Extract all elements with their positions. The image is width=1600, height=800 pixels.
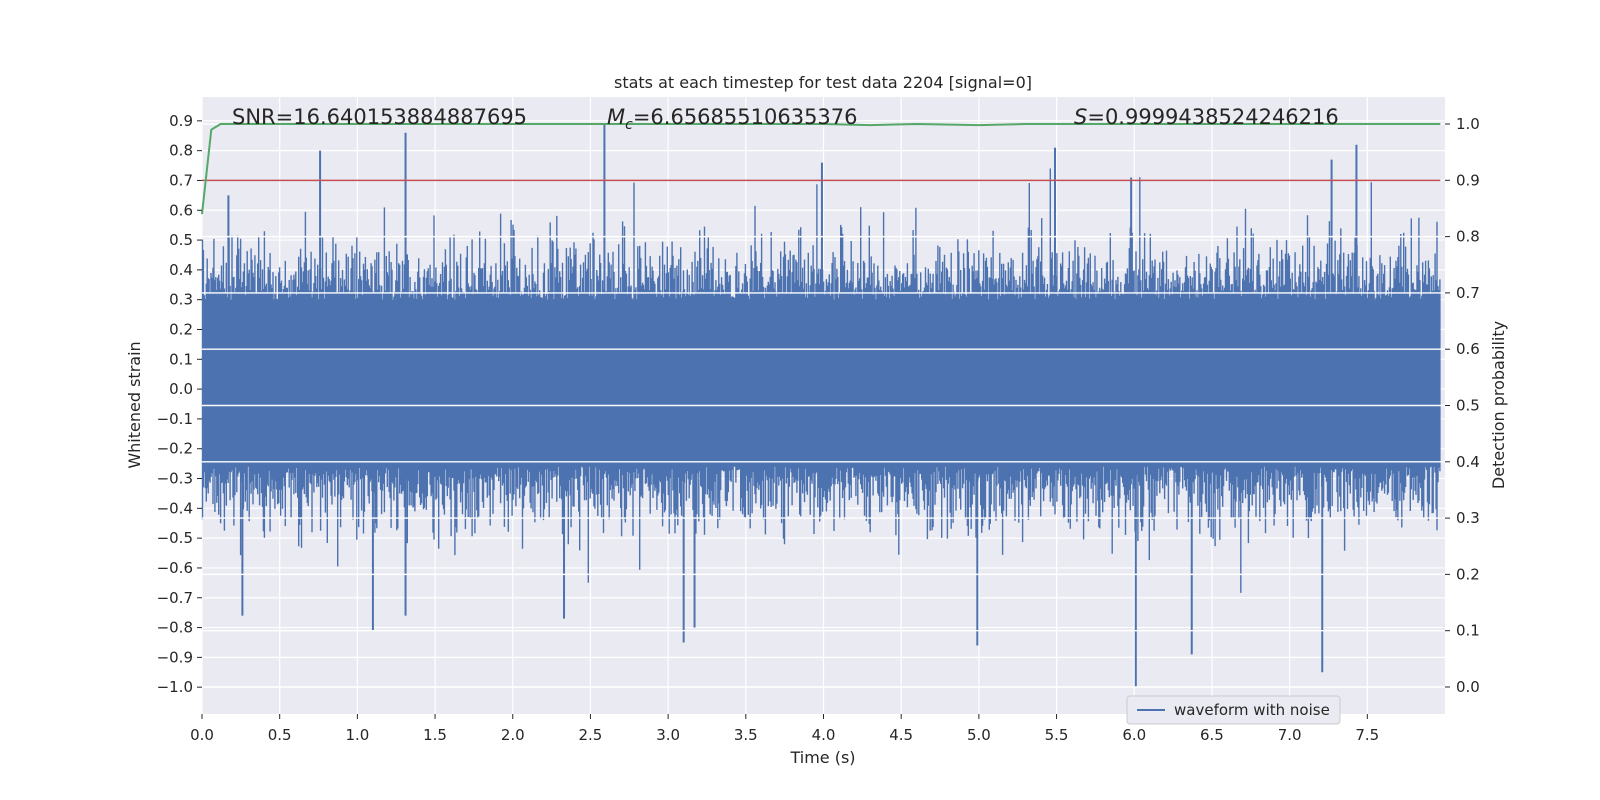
x-tick-label: 3.5 xyxy=(734,726,758,744)
y-right-tick-label: 0.5 xyxy=(1456,397,1480,415)
y-left-axis-label: Whitened strain xyxy=(125,341,144,468)
chirp-mass-symbol: M xyxy=(607,105,625,129)
y-right-tick-label: 0.7 xyxy=(1456,284,1480,302)
y-left-tick-label: 0.1 xyxy=(169,350,193,368)
y-right-tick-label: 0.1 xyxy=(1456,622,1480,640)
y-left-tick-label: −0.9 xyxy=(157,648,193,666)
x-tick-label: 0.5 xyxy=(268,726,292,744)
x-tick-label: 0.0 xyxy=(190,726,214,744)
x-tick-label: 7.0 xyxy=(1278,726,1302,744)
chirp-mass-value: =6.65685510635376 xyxy=(633,105,858,129)
y-right-axis-ticks: 1.0 0.9 0.8 0.7 0.6 0.5 0.4 0.3 0.2 0.1 0.0 xyxy=(1445,115,1480,696)
y-right-tick-label: 0.6 xyxy=(1456,340,1480,358)
x-tick-label: 2.5 xyxy=(579,726,603,744)
y-right-tick-label: 0.4 xyxy=(1456,453,1480,471)
y-left-tick-label: −0.1 xyxy=(157,410,193,428)
y-left-tick-label: 0.9 xyxy=(169,112,193,130)
y-left-tick-label: 0.7 xyxy=(169,171,193,189)
y-left-tick-label: 0.4 xyxy=(169,261,193,279)
x-axis-label: Time (s) xyxy=(789,748,855,767)
y-right-tick-label: 0.8 xyxy=(1456,228,1480,246)
y-left-tick-label: 0.0 xyxy=(169,380,193,398)
y-right-tick-label: 0.2 xyxy=(1456,565,1480,583)
y-left-tick-label: 0.5 xyxy=(169,231,193,249)
y-left-tick-label: −0.5 xyxy=(157,529,193,547)
x-tick-label: 1.5 xyxy=(423,726,447,744)
s-annotation: S=0.9999438524246216 xyxy=(1074,105,1339,129)
y-right-tick-label: 1.0 xyxy=(1456,115,1480,133)
y-left-tick-label: −0.3 xyxy=(157,470,193,488)
chirp-mass-annotation: Mc=6.65685510635376 xyxy=(607,105,858,133)
y-left-tick-label: 0.6 xyxy=(169,201,193,219)
waveform-with-noise-series xyxy=(201,123,1441,688)
y-left-tick-label: 0.8 xyxy=(169,142,193,160)
y-left-axis-ticks: 0.9 0.8 0.7 0.6 0.5 0.4 0.3 0.2 0.1 0.0 −0.1 −0.2 −0… xyxy=(157,112,202,696)
chart-title: stats at each timestep for test data 220… xyxy=(614,73,1032,92)
legend-box xyxy=(1126,695,1341,725)
legend-label: waveform with noise xyxy=(1174,701,1330,719)
x-tick-label: 6.5 xyxy=(1200,726,1224,744)
x-axis-ticks: 0.0 0.5 1.0 1.5 2.0 2.5 3.0 3.5 4.0 4.5 5.0 5.5 6.0 6… xyxy=(190,714,1379,744)
y-left-tick-label: −0.8 xyxy=(157,619,193,637)
stat-annotations: SNR=16.640153884887695 Mc=6.656855106353… xyxy=(232,105,1339,133)
x-tick-label: 7.5 xyxy=(1355,726,1379,744)
legend: waveform with noise xyxy=(1126,695,1341,725)
y-right-tick-label: 0.3 xyxy=(1456,509,1480,527)
y-left-tick-label: −1.0 xyxy=(157,678,193,696)
x-tick-label: 1.0 xyxy=(345,726,369,744)
x-tick-label: 4.5 xyxy=(889,726,913,744)
x-tick-label: 2.0 xyxy=(501,726,525,744)
chirp-mass-subscript: c xyxy=(625,117,633,133)
s-symbol: S xyxy=(1074,105,1087,129)
snr-annotation: SNR=16.640153884887695 xyxy=(232,105,527,129)
y-right-tick-label: 0.9 xyxy=(1456,171,1480,189)
y-left-tick-label: 0.3 xyxy=(169,291,193,309)
y-left-tick-label: −0.4 xyxy=(157,499,193,517)
y-left-tick-label: 0.2 xyxy=(169,320,193,338)
x-tick-label: 5.5 xyxy=(1045,726,1069,744)
y-right-axis-label: Detection probability xyxy=(1489,321,1508,489)
y-left-tick-label: −0.6 xyxy=(157,559,193,577)
s-value: =0.9999438524246216 xyxy=(1087,105,1338,129)
x-tick-label: 6.0 xyxy=(1122,726,1146,744)
x-tick-label: 4.0 xyxy=(812,726,836,744)
y-left-tick-label: −0.7 xyxy=(157,589,193,607)
y-right-tick-label: 0.0 xyxy=(1456,678,1480,696)
x-tick-label: 3.0 xyxy=(656,726,680,744)
x-tick-label: 5.0 xyxy=(967,726,991,744)
detection-probability-line xyxy=(201,122,1441,215)
y-left-tick-label: −0.2 xyxy=(157,440,193,458)
